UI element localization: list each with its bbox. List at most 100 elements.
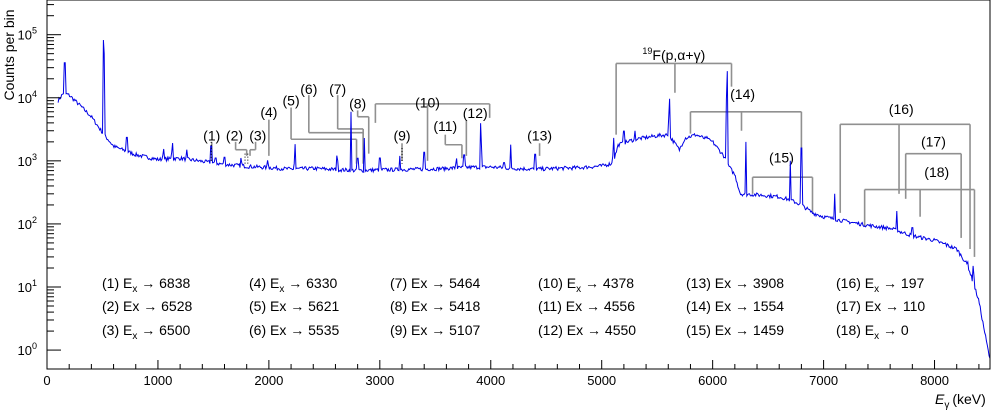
legend-entry: (18) Ex → 0	[836, 322, 909, 342]
x-tick-label: 8000	[920, 373, 949, 388]
transition-label: (8)	[349, 95, 366, 111]
legend-entry-text: (18) E	[836, 322, 874, 338]
x-tick-label: 3000	[365, 373, 394, 388]
y-tick-label: 105	[18, 26, 37, 43]
legend-entry-text: (16) E	[836, 275, 874, 291]
y-tick-exponent: 1	[32, 278, 37, 288]
transition-bracket-16: (16)	[839, 101, 971, 250]
y-tick-base: 10	[18, 154, 32, 169]
transition-label: (18)	[924, 164, 949, 180]
transition-label: (10)	[415, 95, 440, 111]
y-tick-base: 10	[18, 343, 32, 358]
legend-entry: (7) Ex → 5464	[390, 275, 480, 291]
legend-entry: (1) Ex → 6838	[102, 275, 190, 295]
legend-entry: (9) Ex → 5107	[390, 322, 480, 338]
legend-entry-text: (4) E	[249, 275, 279, 291]
transition-label: (14)	[730, 86, 755, 102]
legend-entry-subscript: x	[132, 331, 137, 342]
legend-entry: (2) Ex → 6528	[102, 298, 192, 314]
legend-entry-subscript: x	[279, 284, 284, 295]
x-axis-subscript: γ	[944, 400, 949, 410]
transition-bracket-13: (13)	[527, 128, 552, 156]
transition-bracket-F19: 19F(p,α+γ)	[615, 46, 733, 135]
legend-entry: (16) Ex → 197	[836, 275, 924, 295]
transition-bracket-4: (4)	[260, 104, 277, 156]
legend-entry-text: (10) E	[538, 275, 576, 291]
legend-entry-value: → 6500	[137, 322, 190, 338]
transition-label: (17)	[921, 133, 946, 149]
legend: (1) Ex → 6838(2) Ex → 6528(3) Ex → 6500(…	[102, 275, 925, 342]
transition-annotations: (1) (2) (3) (4) (5)(6) (7)(8) (9) (10) (11) (12) (…	[203, 46, 976, 257]
x-axis-symbol: E	[935, 391, 945, 407]
legend-entry-value: → 0	[879, 322, 909, 338]
y-tick-label: 103	[18, 152, 37, 169]
label-text: F(p,α+γ)	[652, 47, 705, 63]
transition-label: (15)	[769, 149, 794, 165]
y-tick-base: 10	[18, 280, 32, 295]
x-tick-label: 1000	[143, 373, 172, 388]
x-tick-label: 5000	[587, 373, 616, 388]
transition-label: (6)	[300, 81, 317, 97]
label-superscript: 19	[642, 46, 652, 56]
y-tick-base: 10	[18, 28, 32, 43]
transition-label: 19F(p,α+γ)	[642, 46, 705, 63]
legend-entry-text: (3) E	[102, 322, 132, 338]
x-tick-label: 4000	[476, 373, 505, 388]
legend-entry: (11) Ex → 4556	[538, 298, 635, 314]
y-tick-exponent: 2	[32, 215, 37, 225]
legend-entry: (3) Ex → 6500	[102, 322, 190, 342]
y-tick-label: 104	[18, 89, 37, 106]
y-tick-exponent: 0	[32, 341, 37, 351]
legend-entry-subscript: x	[874, 331, 879, 342]
legend-entry-value: → 6330	[284, 275, 337, 291]
x-tick-label: 0	[43, 373, 50, 388]
transition-bracket-5: (5)	[283, 93, 358, 164]
transition-bracket-17: (17)	[904, 133, 962, 238]
transition-bracket-14: (14)	[689, 86, 803, 154]
legend-entry: (12) Ex → 4550	[538, 322, 636, 338]
transition-bracket-8: (8)	[349, 95, 370, 154]
transition-label: (11)	[433, 118, 457, 134]
y-tick-label: 100	[18, 341, 37, 358]
transition-label: (13)	[527, 128, 552, 144]
legend-entry: (4) Ex → 6330	[249, 275, 337, 295]
y-tick-label: 102	[18, 215, 37, 232]
transition-bracket-15: (15)	[751, 149, 814, 213]
legend-entry-value: → 197	[879, 275, 924, 291]
legend-entry: (5) Ex → 5621	[249, 298, 339, 314]
plot-frame	[46, 0, 991, 370]
y-tick-label: 101	[18, 278, 37, 295]
spectrum-line	[57, 39, 991, 359]
legend-entry-subscript: x	[874, 284, 879, 295]
transition-label: (7)	[329, 81, 346, 97]
transition-bracket-9: (9)	[393, 128, 411, 161]
transition-label: (2)	[226, 128, 243, 144]
spectrum-series	[57, 39, 991, 359]
x-tick-label: 7000	[809, 373, 838, 388]
y-tick-exponent: 5	[32, 26, 37, 36]
transition-bracket-2: (2)	[226, 128, 248, 156]
transition-bracket-11: (11)	[433, 118, 463, 159]
transition-label: (12)	[463, 105, 488, 121]
y-tick-exponent: 4	[32, 89, 37, 99]
y-axis-label: Counts per bin	[1, 9, 17, 100]
legend-entry-subscript: x	[132, 284, 137, 295]
y-tick-base: 10	[18, 91, 32, 106]
transition-label: (9)	[393, 128, 410, 144]
legend-entry: (10) Ex → 4378	[538, 275, 634, 295]
transition-bracket-10: (10)	[374, 95, 491, 161]
legend-entry: (8) Ex → 5418	[390, 298, 480, 314]
x-tick-label: 6000	[698, 373, 727, 388]
transition-bracket-3: (3)	[249, 128, 266, 156]
transition-bracket-12: (12)	[463, 105, 488, 156]
x-axis-unit: (keV)	[952, 391, 985, 407]
legend-entry: (14) Ex → 1554	[686, 298, 784, 314]
legend-entry-subscript: x	[576, 284, 581, 295]
x-tick-label: 2000	[254, 373, 283, 388]
y-tick-exponent: 3	[32, 152, 37, 162]
transition-label: (3)	[249, 128, 266, 144]
legend-entry-value: → 6838	[137, 275, 190, 291]
legend-entry-value: → 4378	[581, 275, 634, 291]
legend-entry: (6) Ex → 5535	[249, 322, 339, 338]
